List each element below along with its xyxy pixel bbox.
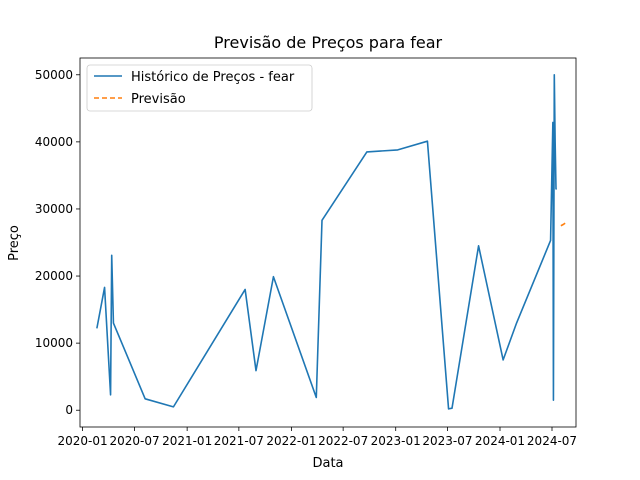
legend-box [86, 64, 313, 112]
legend-label-historico: Histórico de Preços - fear [131, 70, 295, 85]
x-tick-label: 2024-01 [475, 434, 525, 448]
series-line-1 [560, 221, 567, 227]
y-tick-label: 30000 [35, 202, 73, 216]
legend-label-previsao: Previsão [131, 92, 186, 107]
x-tick-label: 2022-01 [266, 434, 316, 448]
y-tick-label: 0 [65, 403, 73, 417]
x-tick-label: 2023-07 [422, 434, 472, 448]
legend: Histórico de Preços - fear Previsão [86, 64, 313, 112]
x-tick-label: 2021-01 [162, 434, 212, 448]
y-tick-label: 40000 [35, 135, 73, 149]
x-tick-label: 2022-07 [318, 434, 368, 448]
x-tick-label: 2020-07 [110, 434, 160, 448]
x-axis-label: Data [312, 456, 343, 471]
series-layer [96, 73, 567, 410]
x-tick-label: 2023-01 [371, 434, 421, 448]
y-tick-label: 50000 [35, 68, 73, 82]
y-tick-label: 10000 [35, 336, 73, 350]
x-tick-label: 2020-01 [58, 434, 108, 448]
chart-title: Previsão de Preços para fear [214, 33, 443, 52]
plot-frame [79, 57, 577, 428]
y-tick-label: 20000 [35, 269, 73, 283]
y-axis: 0 10000 20000 30000 40000 50000 [35, 68, 80, 417]
series-line-0 [96, 73, 557, 410]
y-axis-label: Preço [7, 225, 22, 261]
x-tick-label: 2024-07 [527, 434, 577, 448]
x-tick-label: 2021-07 [214, 434, 264, 448]
x-axis: 2020-01 2020-07 2021-01 2021-07 2022-01 2022-… [58, 427, 577, 448]
